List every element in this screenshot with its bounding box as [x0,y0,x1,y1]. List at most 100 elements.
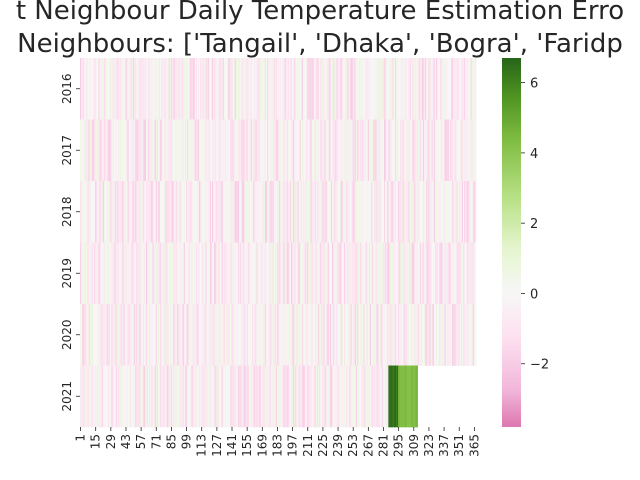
heatmap-cell [121,304,123,366]
heatmap-cell [466,119,468,182]
heatmap-cell [223,365,226,428]
heatmap-cell [354,181,357,243]
heatmap-cell [235,365,238,428]
heatmap-cell [319,119,321,182]
heatmap-cell [420,119,423,182]
heatmap-cell [204,181,206,243]
heatmap-cell [158,365,161,428]
heatmap-cell [239,242,241,305]
heatmap-cell [108,242,110,305]
heatmap-cell [112,304,114,366]
heatmap-cell [100,304,102,366]
heatmap-cell [167,181,170,243]
heatmap-cell [266,365,268,428]
heatmap-cell [124,365,126,428]
heatmap-cell [131,58,134,120]
heatmap-cell [387,181,389,243]
heatmap-cell [312,119,315,182]
heatmap-cell [226,242,228,305]
heatmap-cell [463,181,465,243]
heatmap-cell [269,304,271,366]
heatmap-cell [105,365,108,428]
heatmap-cell [127,242,130,305]
heatmap-cell [369,181,372,243]
heatmap-cell [323,304,325,366]
heatmap-cell [214,181,216,243]
heatmap-cell [296,58,298,120]
heatmap-cell [313,365,316,428]
heatmap-cell [384,365,386,428]
heatmap-cell [104,58,107,120]
heatmap-cell [197,119,200,182]
heatmap-cell [337,181,339,243]
heatmap-cell [315,119,318,182]
heatmap-cell [166,304,168,366]
heatmap-cell [298,242,300,305]
heatmap-cell [249,304,252,366]
heatmap-cell [308,58,310,120]
heatmap-cell [329,304,332,366]
heatmap-cell [98,58,100,120]
heatmap-cell [265,365,267,428]
heatmap-cell [410,119,412,182]
heatmap-cell [150,181,152,243]
heatmap-cell [149,365,151,428]
heatmap-cell [346,365,348,428]
heatmap-cell [288,181,291,243]
heatmap-cell [245,58,247,120]
heatmap-cell [418,242,421,305]
heatmap-cell [81,58,83,120]
heatmap-cell [422,181,425,243]
heatmap-cell [382,304,385,366]
heatmap-cell [336,242,338,305]
heatmap-cell [309,181,311,243]
heatmap-cell [455,304,457,366]
heatmap-cell [442,242,444,305]
heatmap-cell [173,365,175,428]
heatmap-cell [443,304,445,366]
heatmap-cell [273,181,276,243]
heatmap-cell [233,58,236,120]
heatmap-cell [365,365,368,428]
heatmap-cell [160,119,162,182]
heatmap-cell [425,119,427,182]
heatmap-cell [109,304,111,366]
chart-title-line-1: t Neighbour Daily Temperature Estimation… [16,0,624,26]
heatmap-cell [305,365,307,428]
heatmap-cell [97,365,99,428]
heatmap-cell [144,242,147,305]
heatmap-cell [385,58,387,120]
heatmap-cell [87,181,90,243]
heatmap-cell [315,365,318,428]
heatmap-cell [390,365,392,428]
heatmap-cell [336,181,338,243]
heatmap-cell [410,58,412,120]
heatmap-cell [382,181,385,243]
heatmap-cell [95,242,97,305]
heatmap-cell [233,242,236,305]
heatmap-cell [457,242,460,305]
heatmap-cell [453,119,455,182]
heatmap-cell [210,119,213,182]
heatmap-cell [316,365,319,428]
heatmap-cell [208,365,211,428]
heatmap-cell [314,119,317,182]
heatmap-cell [100,242,102,305]
heatmap-cell [242,119,244,182]
heatmap-cell [474,119,477,182]
heatmap-cell [299,365,302,428]
heatmap-cell [302,242,305,305]
heatmap-cell [263,365,266,428]
heatmap-cell [341,304,344,366]
heatmap-cell [191,181,193,243]
heatmap-cell [204,58,206,120]
heatmap-cell [125,181,127,243]
heatmap-cell [390,304,392,366]
heatmap-cell [164,304,166,366]
heatmap-cell [440,304,442,366]
heatmap-cell [154,304,157,366]
heatmap-cell [148,365,150,428]
heatmap-cell [168,181,171,243]
heatmap-cell [195,242,198,305]
heatmap-cell [355,304,358,366]
